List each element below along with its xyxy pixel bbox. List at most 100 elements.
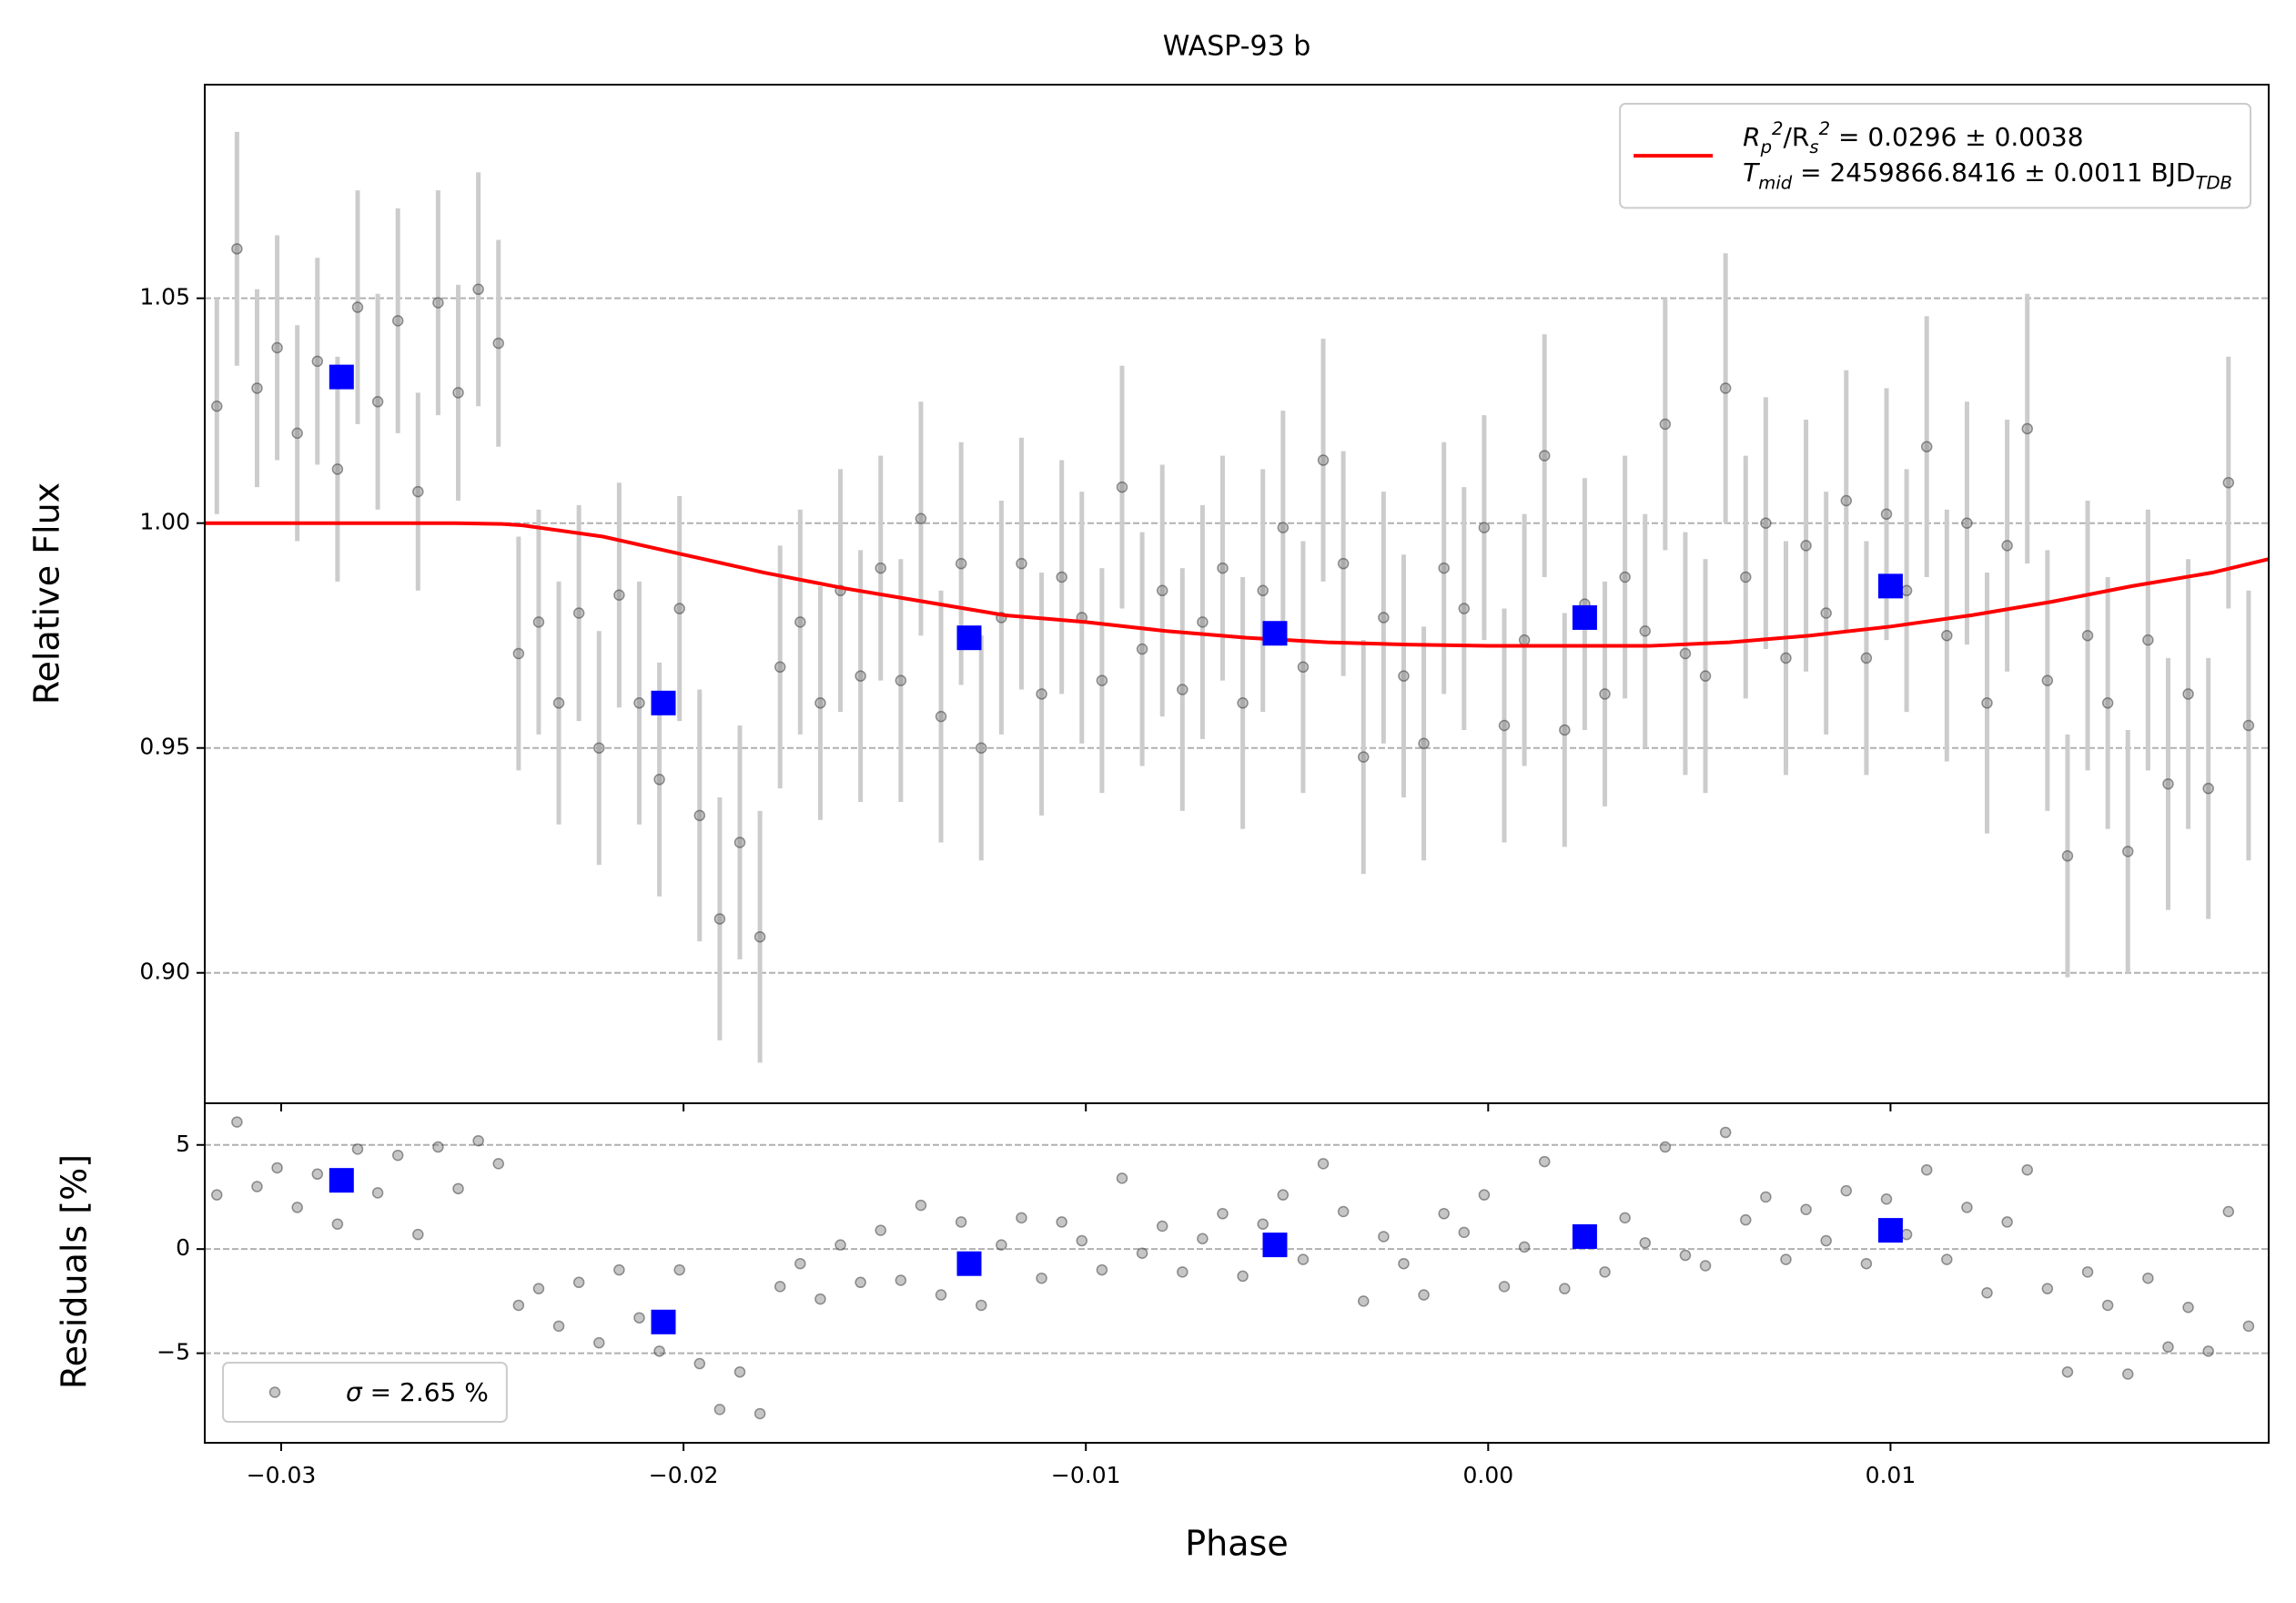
data-point bbox=[733, 1365, 746, 1378]
data-point bbox=[1538, 1155, 1551, 1168]
data-point bbox=[633, 1312, 645, 1324]
data-point bbox=[1297, 1253, 1310, 1265]
data-point bbox=[1518, 1241, 1531, 1253]
data-point bbox=[211, 1189, 223, 1201]
data-point bbox=[1659, 418, 1672, 431]
data-point bbox=[2222, 1205, 2235, 1218]
data-point bbox=[331, 1218, 344, 1230]
data-point bbox=[593, 742, 605, 754]
data-point bbox=[855, 670, 866, 682]
data-point bbox=[976, 742, 987, 754]
data-point bbox=[2101, 1299, 2114, 1312]
data-point bbox=[1498, 1281, 1511, 1293]
data-point bbox=[1277, 522, 1290, 533]
data-point bbox=[1458, 603, 1471, 614]
data-point bbox=[1177, 1266, 1188, 1278]
data-point bbox=[794, 1257, 806, 1270]
data-point bbox=[2122, 1368, 2134, 1380]
data-point bbox=[271, 1162, 283, 1174]
data-point bbox=[1981, 1286, 1993, 1299]
data-point bbox=[1599, 688, 1611, 700]
y-tick-label: 5 bbox=[176, 1131, 190, 1157]
data-point bbox=[1418, 737, 1430, 750]
data-point bbox=[412, 485, 424, 498]
data-point bbox=[1277, 1189, 1290, 1201]
data-point bbox=[552, 697, 565, 709]
data-point bbox=[2162, 777, 2174, 790]
data-point bbox=[432, 1141, 444, 1153]
data-point bbox=[1780, 1253, 1792, 1265]
data-point bbox=[593, 1336, 605, 1349]
data-point bbox=[693, 809, 706, 822]
data-point bbox=[1719, 382, 1732, 394]
data-point bbox=[895, 675, 907, 686]
data-point bbox=[2041, 1283, 2054, 1294]
data-point bbox=[2122, 846, 2134, 857]
data-point bbox=[1961, 1202, 1973, 1213]
data-point bbox=[512, 647, 525, 660]
data-point bbox=[492, 337, 504, 350]
data-point bbox=[1378, 1231, 1390, 1243]
data-point bbox=[452, 1182, 464, 1195]
data-point bbox=[794, 616, 806, 628]
data-point bbox=[1900, 1228, 1913, 1241]
legend: σ = 2.65 % bbox=[222, 1362, 508, 1423]
data-point bbox=[754, 930, 766, 943]
bin-marker bbox=[1877, 573, 1903, 599]
data-point bbox=[391, 1149, 404, 1162]
y-tick-label: 0 bbox=[176, 1234, 190, 1261]
data-point bbox=[1699, 670, 1712, 682]
bin-marker bbox=[651, 1309, 676, 1334]
data-point bbox=[1961, 517, 1973, 529]
data-point bbox=[1599, 1266, 1611, 1278]
data-point bbox=[1719, 1126, 1732, 1139]
data-point bbox=[673, 1263, 685, 1276]
data-point bbox=[1760, 1191, 1772, 1203]
bin-marker bbox=[329, 364, 354, 390]
y-tick-label: 1.05 bbox=[139, 284, 190, 310]
data-point bbox=[915, 512, 927, 524]
data-point bbox=[2182, 688, 2194, 700]
data-point bbox=[2202, 782, 2214, 795]
bin-marker bbox=[329, 1168, 354, 1193]
y-tick-label: 0.95 bbox=[139, 734, 190, 760]
data-point bbox=[1217, 562, 1229, 574]
data-point bbox=[633, 697, 645, 709]
data-point bbox=[412, 1228, 424, 1241]
data-point bbox=[1800, 540, 1812, 552]
data-point bbox=[1538, 450, 1551, 462]
data-point bbox=[1358, 1295, 1370, 1307]
bin-marker bbox=[956, 1251, 982, 1276]
data-point bbox=[512, 1299, 525, 1312]
data-point bbox=[875, 1224, 886, 1236]
legend-box bbox=[222, 1362, 508, 1423]
data-point bbox=[1840, 494, 1853, 507]
data-point bbox=[231, 1116, 243, 1128]
data-point bbox=[1478, 522, 1491, 533]
data-point bbox=[2142, 634, 2154, 646]
data-point bbox=[1177, 684, 1188, 695]
data-point bbox=[2222, 476, 2235, 489]
chart-title: WASP-93 b bbox=[1163, 31, 1311, 63]
legend-handle bbox=[268, 1386, 281, 1398]
data-point bbox=[251, 382, 263, 394]
data-point bbox=[231, 243, 243, 255]
data-point bbox=[472, 1134, 484, 1147]
data-point bbox=[1036, 1272, 1047, 1284]
data-point bbox=[673, 603, 685, 614]
data-point bbox=[996, 1239, 1007, 1251]
data-point bbox=[1016, 1212, 1027, 1224]
plot-area bbox=[205, 131, 2269, 1063]
data-point bbox=[1378, 612, 1390, 624]
data-point bbox=[1760, 517, 1772, 529]
data-point bbox=[1358, 751, 1370, 763]
data-point bbox=[1498, 719, 1511, 732]
data-point bbox=[1317, 1158, 1330, 1170]
y-axis-label: Residuals [%] bbox=[55, 1154, 95, 1389]
data-point bbox=[1820, 1234, 1832, 1247]
data-point bbox=[1438, 562, 1450, 574]
data-point bbox=[1398, 1257, 1410, 1270]
data-point bbox=[613, 589, 625, 601]
